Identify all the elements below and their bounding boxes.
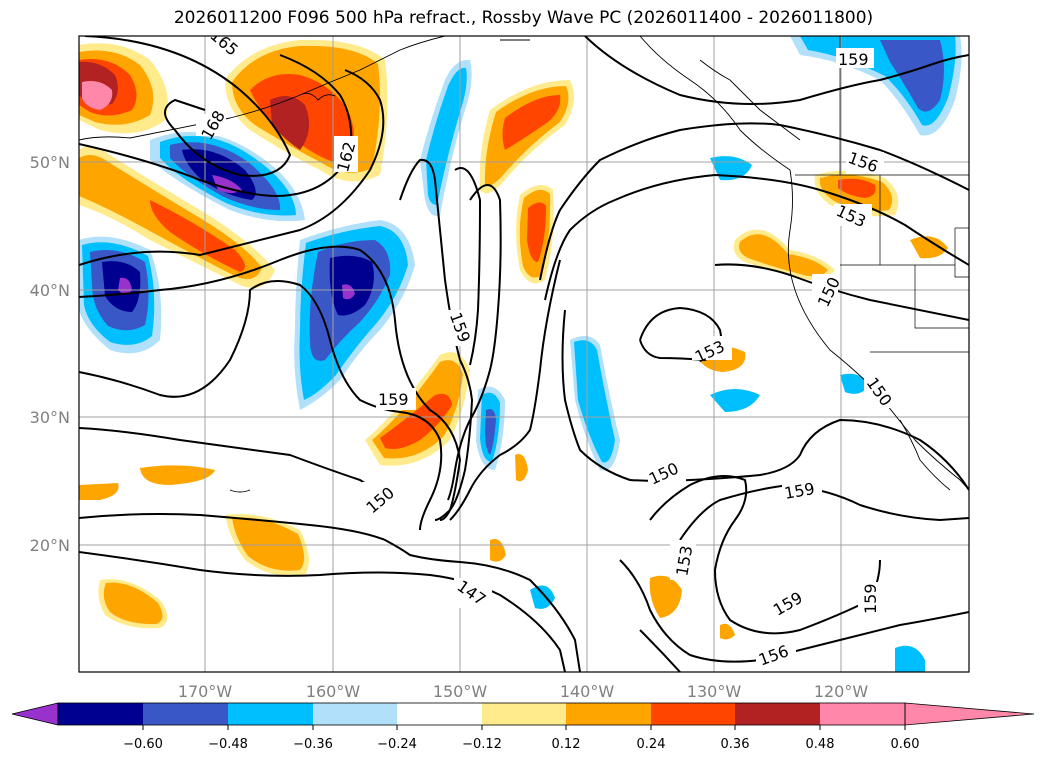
contour-label-bg: [444, 310, 472, 346]
contour-label-bg: [208, 36, 238, 50]
contour-label-bg: [756, 640, 796, 666]
page-title: 2026011200 F096 500 hPa refract., Rossby…: [173, 8, 874, 28]
contour-label-bg: [834, 204, 872, 226]
contour-label-bg: [846, 152, 884, 174]
colorbar-ticks: [142, 725, 906, 730]
colorbar-segment: [58, 703, 143, 725]
lon-tick-label: 140°W: [560, 682, 615, 701]
colorbar-label: −0.12: [462, 737, 502, 752]
lon-tick-label: 120°W: [814, 682, 869, 701]
colorbar-extend-left: [11, 702, 59, 726]
colorbar-label: 0.24: [637, 737, 666, 752]
colorbar-segment: [143, 703, 228, 725]
contour-label-bg: [858, 582, 882, 620]
colorbar-label: 0.36: [721, 737, 750, 752]
contour-label-bg: [836, 48, 874, 68]
contour-label-bg: [864, 378, 894, 408]
lon-tick-label: 150°W: [433, 682, 488, 701]
contour-label-bg: [692, 336, 732, 360]
contour-label-bg: [670, 540, 696, 580]
lat-tick-label: 40°N: [30, 281, 70, 300]
map-frame: [78, 35, 970, 673]
contour-label-bg: [454, 578, 492, 608]
colorbar-label: −0.48: [208, 737, 248, 752]
colorbar-label: −0.24: [377, 737, 417, 752]
lon-tick-label: 170°W: [178, 682, 233, 701]
colorbar-label: 0.12: [552, 737, 581, 752]
map-area: 165 168 162 159 156 153 150 159 159 153 …: [79, 36, 969, 672]
colorbar-segment: [735, 703, 820, 725]
longitude-tick-labels: 170°W 160°W 150°W 140°W 130°W 120°W: [178, 682, 869, 701]
contour-label-bg: [782, 478, 822, 500]
contour-label-bg: [362, 482, 400, 510]
colorbar-segment: [651, 703, 735, 725]
colorbar-segment: [482, 703, 566, 725]
colorbar-extend-right: [904, 702, 1035, 726]
lat-tick-label: 30°N: [30, 408, 70, 427]
colorbar-segment: [397, 703, 482, 725]
contour-label-bg: [196, 114, 226, 136]
contour-label-bg: [648, 456, 686, 482]
colorbar-segment: [820, 703, 905, 725]
colorbar-label: −0.60: [123, 737, 163, 752]
coastlines: [79, 36, 969, 493]
lat-tick-label: 50°N: [30, 153, 70, 172]
colorbar-segment: [566, 703, 651, 725]
latitude-tick-labels: 50°N 40°N 30°N 20°N: [30, 153, 70, 555]
contour-label: 159: [378, 390, 409, 409]
contour-label: 159: [838, 50, 869, 69]
colorbar-label: 0.60: [891, 737, 920, 752]
anomaly-fill-layer: [79, 36, 962, 672]
contour-labels: 165 168 162 159 156 153 150 159 159 153 …: [196, 36, 896, 670]
colorbar-segment: [313, 703, 397, 725]
contour-label: 159: [861, 583, 880, 614]
contour-label-bg: [770, 588, 810, 614]
colorbar-label: 0.48: [806, 737, 835, 752]
lon-tick-label: 160°W: [306, 682, 361, 701]
colorbar: −0.60 −0.48 −0.36 −0.24 −0.12 0.12 0.24 …: [11, 702, 1035, 752]
lon-tick-label: 130°W: [687, 682, 742, 701]
colorbar-segment: [228, 703, 313, 725]
contour-label-bg: [812, 274, 838, 310]
colorbar-label: −0.36: [293, 737, 333, 752]
lat-tick-label: 20°N: [30, 536, 70, 555]
contour-label-bg: [376, 388, 416, 410]
contour-label-bg: [334, 136, 358, 172]
